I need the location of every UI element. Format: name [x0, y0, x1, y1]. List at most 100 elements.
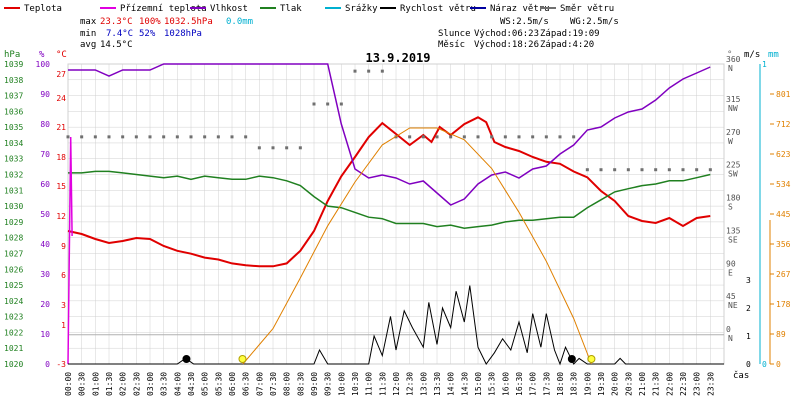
wind-direction-point: [695, 168, 699, 172]
tick-pressure: 1034: [4, 139, 23, 148]
wind-direction-point: [107, 135, 111, 139]
tick-temperature: 3: [61, 301, 66, 310]
tick-direction: 180: [726, 194, 741, 203]
wind-direction-point: [353, 69, 357, 73]
tick-pressure: 1026: [4, 265, 23, 274]
tick-time: 09:00: [310, 372, 319, 396]
tick-pressure: 1029: [4, 218, 23, 227]
wind-direction-point: [408, 135, 412, 139]
tick-time: 07:00: [255, 372, 264, 396]
tick-direction-label: SW: [728, 170, 738, 179]
unit-deg: °: [727, 50, 732, 60]
tick-time: 21:30: [652, 372, 661, 396]
tick-pressure: 1020: [4, 360, 23, 369]
tick-time: 13:00: [419, 372, 428, 396]
tick-direction-label: N: [728, 334, 733, 343]
tick-wind-speed: 1: [746, 332, 751, 341]
wind-direction-point: [708, 168, 712, 172]
tick-pressure: 1037: [4, 92, 23, 101]
tick-time: 16:00: [501, 372, 510, 396]
tick-direction-label: NW: [728, 104, 738, 113]
wind-direction-point: [216, 135, 220, 139]
wind-direction-point: [572, 135, 576, 139]
wind-ws: WS:2.5m/s: [500, 17, 549, 27]
tick-temperature: 9: [61, 242, 66, 251]
wind-direction-point: [203, 135, 207, 139]
moon-rise: Východ:18:26: [474, 40, 539, 50]
wind-direction-point: [531, 135, 535, 139]
stats-min-temp: 7.4°C: [106, 29, 133, 39]
tick-direction-label: E: [728, 268, 733, 277]
wind-direction-point: [244, 135, 248, 139]
wind-direction-point: [339, 102, 343, 106]
wind-direction-point: [626, 168, 630, 172]
series-line: [68, 285, 724, 366]
tick-direction: 360: [726, 55, 741, 64]
tick-time: 15:30: [488, 372, 497, 396]
tick-direction-label: W: [728, 137, 733, 146]
tick-time: 17:00: [529, 372, 538, 396]
wind-direction-point: [544, 135, 548, 139]
tick-time: 19:00: [583, 372, 592, 396]
wind-direction-point: [326, 102, 330, 106]
tick-humidity: 70: [40, 150, 50, 159]
legend-label: Rychlost větru: [400, 4, 476, 14]
series-line: [68, 170, 711, 229]
tick-time: 20:00: [611, 372, 620, 396]
legend-label: Tlak: [280, 4, 302, 14]
tick-pressure: 1036: [4, 107, 23, 116]
stats-avg-temp: 14.5°C: [100, 40, 133, 50]
tick-time: 06:00: [228, 372, 237, 396]
tick-direction: 45: [726, 292, 736, 301]
unit-ms: m/s: [744, 50, 760, 60]
tick-temperature: 27: [56, 70, 66, 79]
tick-temperature: 24: [56, 94, 66, 103]
wind-direction-point: [517, 135, 521, 139]
tick-time: 00:00: [64, 372, 73, 396]
tick-solar: 178: [776, 300, 791, 309]
tick-solar: 89: [776, 330, 786, 339]
stats-min-press: 1028hPa: [164, 29, 202, 39]
series-line: [68, 63, 711, 206]
tick-time: 21:00: [638, 372, 647, 396]
stats-max-rain: 0.0mm: [226, 17, 253, 27]
tick-pressure: 1023: [4, 313, 23, 322]
tick-time: 03:30: [160, 372, 169, 396]
tick-time: 02:30: [132, 372, 141, 396]
stats-min-hum: 52%: [139, 29, 156, 39]
wind-direction-point: [585, 168, 589, 172]
tick-time: 11:30: [378, 372, 387, 396]
tick-humidity: 100: [36, 60, 51, 69]
wind-direction-point: [312, 102, 316, 106]
wind-direction-point: [503, 135, 507, 139]
sun-label: Slunce: [438, 29, 471, 39]
unit-degc: °C: [56, 50, 67, 60]
tick-solar: 534: [776, 180, 791, 189]
tick-solar: 445: [776, 210, 791, 219]
series-line: [67, 136, 73, 365]
tick-humidity: 20: [40, 300, 50, 309]
wind-direction-point: [121, 135, 125, 139]
sun-marker: [238, 355, 247, 363]
tick-temperature: 18: [56, 153, 66, 162]
unit-cas: čas: [733, 370, 749, 381]
tick-time: 10:30: [351, 372, 360, 396]
tick-humidity: 40: [40, 240, 50, 249]
tick-time: 13:30: [433, 372, 442, 396]
wind-direction-point: [189, 135, 193, 139]
tick-time: 01:00: [91, 372, 100, 396]
stats-avg-label: avg: [80, 40, 96, 50]
tick-temperature: 1: [61, 321, 66, 330]
wind-direction-point: [367, 69, 371, 73]
tick-solar: 712: [776, 120, 791, 129]
wind-direction-point: [93, 135, 97, 139]
tick-humidity: 60: [40, 180, 50, 189]
tick-temperature: 12: [56, 212, 66, 221]
wind-direction-point: [380, 69, 384, 73]
tick-pressure: 1030: [4, 202, 23, 211]
tick-time: 23:30: [706, 372, 715, 396]
tick-pressure: 1022: [4, 328, 23, 337]
wind-direction-point: [613, 168, 617, 172]
